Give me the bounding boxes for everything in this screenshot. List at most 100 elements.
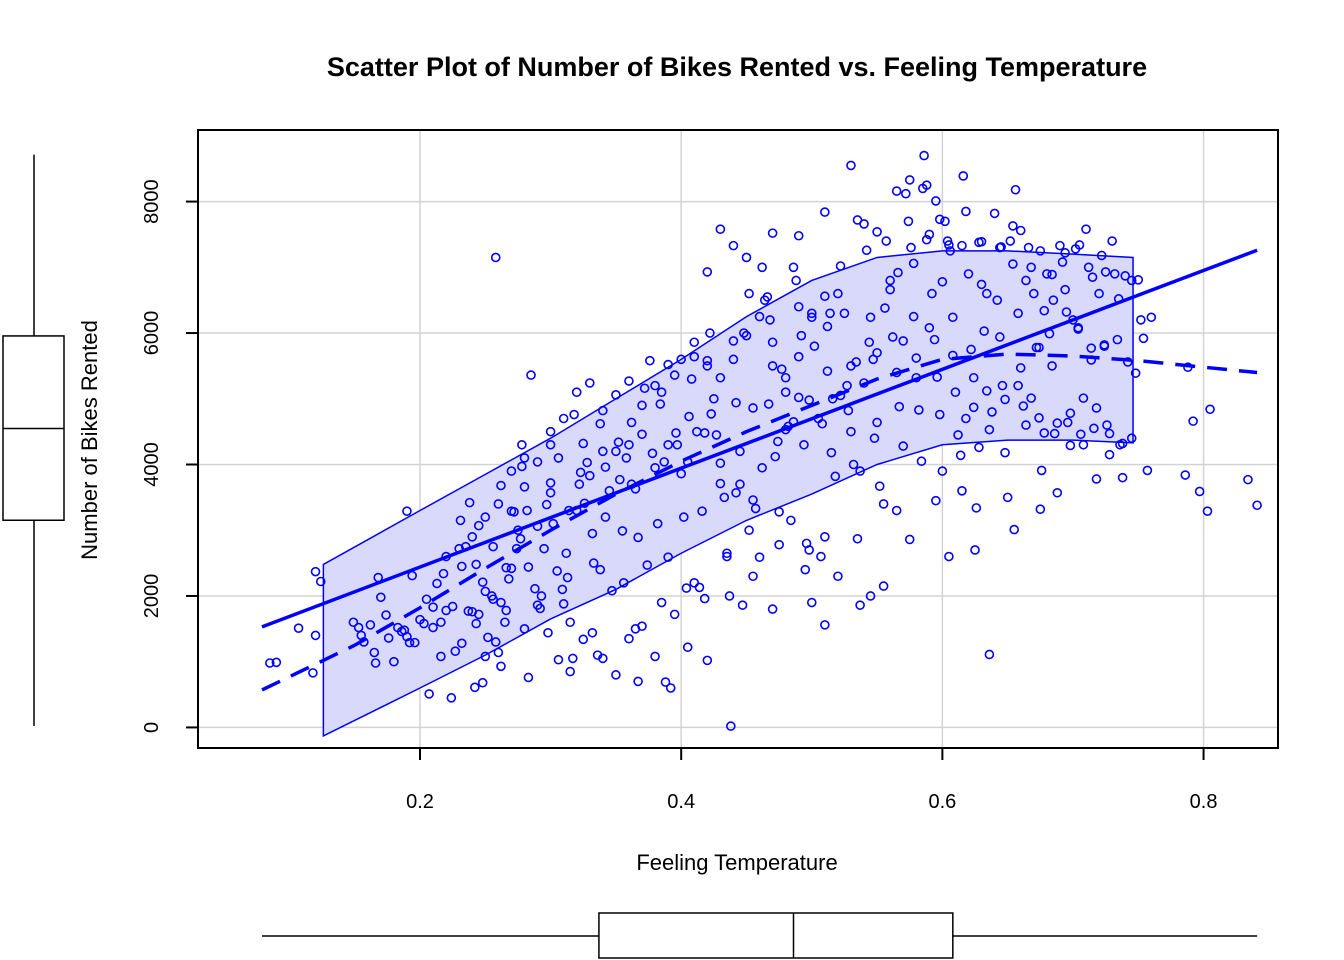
data-point bbox=[665, 683, 676, 693]
x-tick-label: 0.4 bbox=[667, 791, 695, 813]
data-point bbox=[1060, 248, 1070, 258]
data-point bbox=[455, 515, 466, 526]
data-point bbox=[908, 311, 919, 322]
data-point bbox=[637, 400, 647, 411]
data-point bbox=[945, 246, 956, 256]
data-point bbox=[940, 216, 950, 227]
data-point bbox=[471, 618, 481, 629]
data-point bbox=[924, 229, 935, 240]
data-point bbox=[1252, 500, 1262, 511]
data-point bbox=[1076, 429, 1086, 440]
data-point bbox=[904, 175, 915, 185]
data-point bbox=[1089, 423, 1099, 434]
data-point bbox=[473, 520, 484, 531]
data-point bbox=[463, 606, 474, 616]
data-point bbox=[669, 370, 680, 380]
data-point bbox=[924, 322, 935, 333]
data-point bbox=[1036, 465, 1047, 476]
data-point bbox=[402, 631, 412, 642]
data-point bbox=[655, 399, 666, 409]
data-point bbox=[611, 670, 621, 680]
data-point bbox=[1102, 420, 1112, 430]
data-point bbox=[963, 269, 974, 279]
data-point bbox=[522, 505, 532, 516]
data-point bbox=[536, 591, 547, 601]
data-point bbox=[519, 624, 530, 634]
data-point bbox=[911, 353, 922, 363]
y-axis: 0 2000 4000 6000 8000 bbox=[141, 179, 199, 733]
data-point bbox=[809, 341, 820, 351]
data-point bbox=[885, 284, 895, 295]
data-point bbox=[598, 446, 608, 457]
data-point bbox=[617, 526, 628, 536]
x-axis-label: Feeling Temperature bbox=[636, 850, 837, 875]
data-point bbox=[1117, 438, 1128, 449]
data-point bbox=[600, 462, 611, 472]
data-point bbox=[786, 515, 796, 526]
data-point bbox=[971, 503, 982, 513]
data-point bbox=[365, 620, 376, 630]
data-point bbox=[523, 562, 534, 572]
data-point bbox=[1202, 506, 1213, 516]
data-point bbox=[587, 528, 598, 539]
data-point bbox=[396, 626, 407, 637]
data-point bbox=[944, 551, 954, 562]
data-point bbox=[1013, 380, 1023, 391]
data-point bbox=[1034, 413, 1044, 423]
data-point bbox=[467, 532, 478, 542]
data-point bbox=[315, 576, 326, 587]
data-point bbox=[671, 428, 681, 438]
data-point bbox=[568, 653, 578, 664]
data-point bbox=[796, 330, 807, 341]
data-point bbox=[1087, 272, 1098, 282]
data-point bbox=[1057, 257, 1068, 267]
data-point bbox=[506, 563, 517, 574]
data-point bbox=[450, 646, 461, 656]
data-point bbox=[893, 267, 903, 278]
data-point bbox=[539, 543, 549, 554]
data-point bbox=[402, 506, 412, 516]
data-point bbox=[970, 545, 980, 555]
data-point bbox=[1126, 433, 1137, 444]
y-tick-label: 6000 bbox=[141, 311, 163, 356]
data-point bbox=[1008, 221, 1018, 231]
data-point bbox=[1052, 418, 1063, 428]
data-point bbox=[748, 571, 758, 582]
data-point bbox=[1081, 224, 1091, 234]
data-point bbox=[976, 279, 987, 290]
data-point bbox=[901, 188, 911, 199]
data-point bbox=[737, 600, 748, 610]
data-point bbox=[663, 359, 673, 370]
data-point bbox=[535, 603, 545, 614]
data-point bbox=[984, 649, 995, 660]
data-point bbox=[711, 430, 722, 440]
data-point bbox=[626, 417, 637, 428]
data-point bbox=[517, 439, 527, 450]
data-point bbox=[1205, 404, 1215, 415]
data-point bbox=[1009, 524, 1020, 535]
data-point bbox=[1194, 486, 1205, 497]
data-point bbox=[389, 656, 399, 667]
data-point bbox=[1000, 447, 1010, 458]
data-point bbox=[584, 470, 595, 481]
y-tick-label: 0 bbox=[141, 722, 163, 733]
data-point bbox=[383, 633, 394, 643]
data-point bbox=[891, 505, 902, 516]
data-point bbox=[490, 252, 501, 263]
data-point bbox=[526, 370, 536, 380]
data-point bbox=[615, 474, 625, 485]
data-point bbox=[480, 586, 491, 597]
data-point bbox=[436, 617, 446, 628]
data-point bbox=[931, 196, 941, 206]
data-point bbox=[929, 334, 940, 345]
data-point bbox=[348, 617, 359, 628]
data-point bbox=[310, 630, 321, 641]
data-point bbox=[997, 380, 1008, 391]
data-point bbox=[728, 240, 739, 251]
data-point bbox=[981, 288, 992, 299]
data-point bbox=[950, 387, 961, 397]
data-point bbox=[409, 637, 420, 648]
data-point bbox=[984, 424, 995, 435]
data-point bbox=[1039, 428, 1050, 438]
data-point bbox=[780, 387, 791, 397]
